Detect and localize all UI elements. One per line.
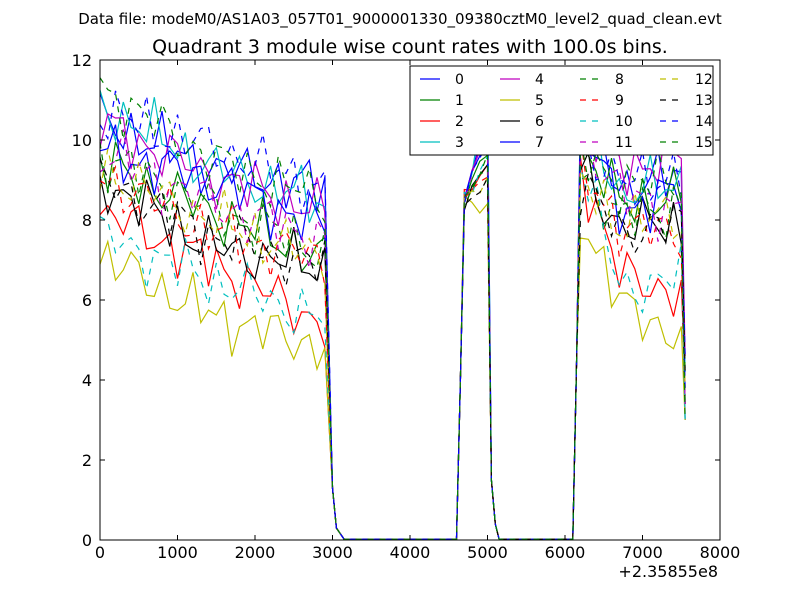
- legend-label-13: 13: [695, 93, 713, 109]
- y-tick-label: 12: [72, 51, 92, 70]
- series-line-14: [99, 90, 686, 540]
- legend-label-0: 0: [455, 72, 464, 88]
- y-tick-label: 2: [82, 451, 92, 470]
- legend-label-8: 8: [615, 72, 624, 88]
- series-line-0: [99, 92, 686, 540]
- x-tick-label: 2000: [235, 543, 276, 562]
- axes-layer: 0 1000 2000 3000 4000 5000 6000 7000 80000246810…: [72, 51, 741, 562]
- legend-label-3: 3: [455, 135, 464, 151]
- x-tick-label: 4000: [390, 543, 431, 562]
- legend-label-6: 6: [535, 114, 544, 130]
- x-offset-label: +2.35855e8: [618, 562, 718, 581]
- legend-box: [409, 65, 714, 156]
- series-line-6: [99, 150, 686, 540]
- legend-label-11: 11: [615, 135, 633, 151]
- legend-label-4: 4: [535, 72, 544, 88]
- legend-label-14: 14: [695, 114, 713, 130]
- series-line-9: [99, 135, 686, 540]
- y-tick-label: 4: [82, 371, 92, 390]
- series-line-13: [99, 158, 686, 540]
- series-line-5: [99, 194, 686, 540]
- x-tick-label: 7000: [622, 543, 663, 562]
- series-line-12: [99, 148, 686, 540]
- legend-label-7: 7: [535, 135, 544, 151]
- x-tick-label: 1000: [157, 543, 198, 562]
- series-layer: [99, 77, 686, 540]
- x-tick-label: 3000: [312, 543, 353, 562]
- y-tick-label: 8: [82, 211, 92, 230]
- x-tick-label: 5000: [467, 543, 508, 562]
- x-tick-label: 0: [95, 543, 105, 562]
- series-line-10: [99, 154, 686, 540]
- y-tick-label: 6: [82, 291, 92, 310]
- x-tick-label: 6000: [545, 543, 586, 562]
- series-line-15: [99, 77, 686, 540]
- legend-label-1: 1: [455, 93, 464, 109]
- chart-title: Quadrant 3 module wise count rates with …: [152, 36, 668, 58]
- legend-label-10: 10: [615, 114, 633, 130]
- series-line-7: [99, 107, 686, 540]
- legend-label-9: 9: [615, 93, 624, 109]
- legend-label-2: 2: [455, 114, 464, 130]
- series-line-2: [99, 157, 686, 540]
- x-tick-label: 8000: [700, 543, 741, 562]
- legend-label-15: 15: [695, 135, 713, 151]
- y-tick-label: 10: [72, 131, 92, 150]
- series-line-8: [99, 142, 686, 540]
- legend-label-5: 5: [535, 93, 544, 109]
- legend-label-12: 12: [695, 72, 713, 88]
- figure-suptitle: Data file: modeM0/AS1A03_057T01_90000013…: [78, 10, 722, 29]
- y-tick-label: 0: [82, 531, 92, 550]
